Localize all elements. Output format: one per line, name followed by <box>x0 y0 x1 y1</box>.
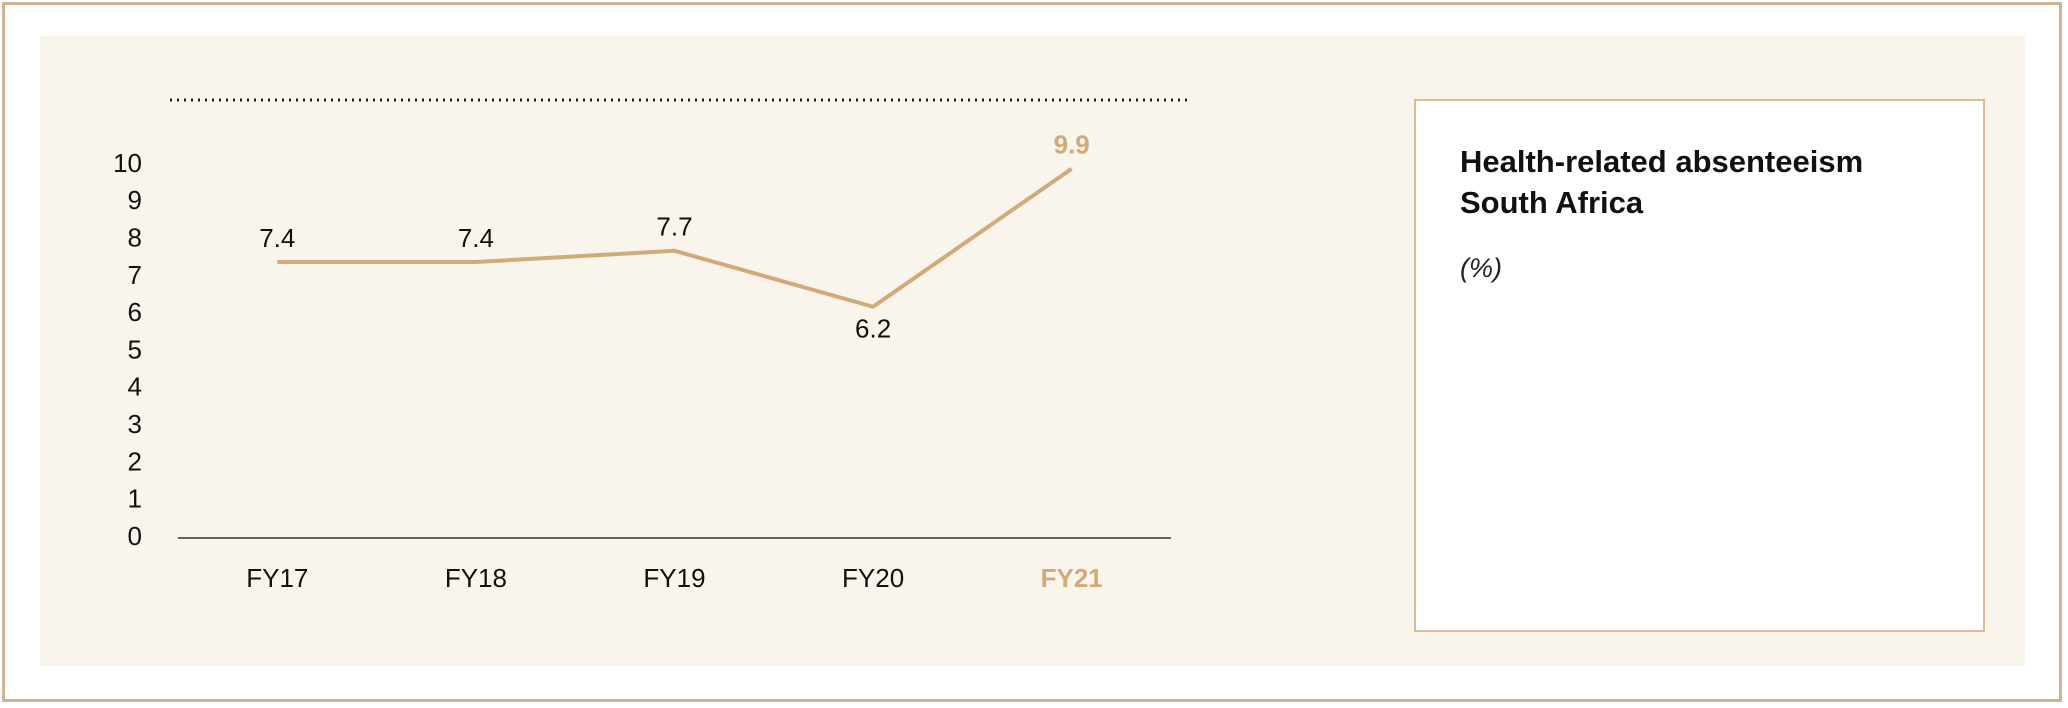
value-label: 7.7 <box>656 212 692 242</box>
y-tick-label: 8 <box>128 222 142 252</box>
chart-title: Health-related absenteeism South Africa <box>1460 144 1864 220</box>
line <box>277 167 1073 309</box>
y-tick-label: 2 <box>128 446 142 476</box>
y-tick-label: 1 <box>128 484 142 514</box>
value-label: 9.9 <box>1054 130 1090 160</box>
x-tick-label: FY19 <box>643 563 705 593</box>
value-label: 6.2 <box>855 314 891 344</box>
x-tick-label: FY20 <box>842 563 904 593</box>
y-tick-label: 9 <box>128 185 142 215</box>
x-tick-label: FY21 <box>1041 563 1103 593</box>
x-tick-label: FY17 <box>246 563 308 593</box>
y-tick-label: 0 <box>128 521 142 551</box>
x-tick-label: FY18 <box>445 563 507 593</box>
y-tick-label: 4 <box>128 372 142 402</box>
value-label: 7.4 <box>458 223 494 253</box>
y-tick-label: 6 <box>128 297 142 327</box>
info-box: Health-related absenteeism South Africa … <box>1414 99 1985 632</box>
y-tick-label: 10 <box>113 148 142 178</box>
chart-subtitle: (%) <box>1460 253 1502 283</box>
y-tick-label: 7 <box>128 260 142 290</box>
y-tick-label: 3 <box>128 409 142 439</box>
y-tick-label: 5 <box>128 334 142 364</box>
value-label: 7.4 <box>259 223 295 253</box>
